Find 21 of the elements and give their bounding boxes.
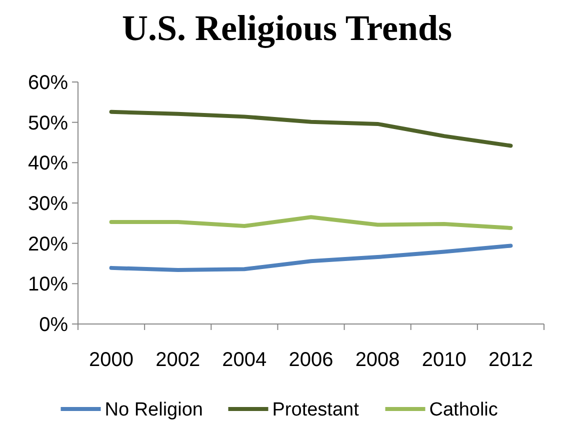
x-tick-label: 2012: [488, 349, 533, 371]
y-tick-label: 60%: [28, 72, 68, 94]
x-tick-label: 2006: [288, 349, 334, 371]
chart-title: U.S. Religious Trends: [122, 8, 452, 48]
y-tick-label: 20%: [28, 233, 68, 256]
x-tick-label: 2004: [222, 349, 267, 371]
y-tick-label: 30%: [28, 193, 68, 215]
y-tick-label: 10%: [28, 274, 68, 296]
x-tick-label: 2010: [422, 349, 466, 371]
legend-label: No Religion: [104, 400, 203, 421]
x-tick-label: 2008: [355, 349, 400, 371]
y-tick-label: 40%: [28, 152, 68, 175]
x-tick-label: 2000: [89, 349, 134, 371]
line-series: [109, 215, 513, 230]
legend-label: Protestant: [272, 400, 360, 421]
y-tick-label: 0%: [39, 314, 68, 336]
x-tick-label: 2002: [156, 349, 200, 371]
line-series: [109, 244, 513, 272]
legend-label: Catholic: [429, 400, 498, 421]
line-series: [109, 110, 513, 148]
y-tick-label: 50%: [28, 112, 68, 134]
